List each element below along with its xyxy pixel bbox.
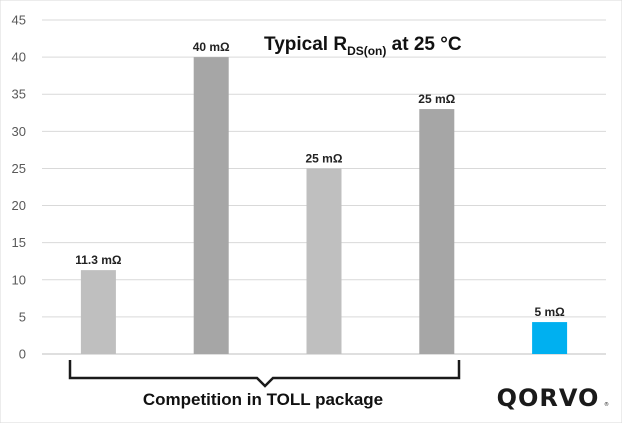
y-tick-label: 0 [19,347,26,362]
bar-2 [193,57,229,354]
data-label-5: 5 mΩ [534,305,565,319]
bar-1 [80,270,116,354]
chart-title: Typical RDS(on) at 25 °C [264,34,462,58]
bar-5 [532,322,568,354]
y-tick-label: 35 [12,87,26,102]
y-tick-label: 40 [12,50,26,65]
bar-4 [419,109,455,354]
data-labels: 11.3 mΩ 40 mΩ 25 mΩ 25 mΩ 5 mΩ [75,40,565,319]
y-tick-label: 10 [12,272,26,287]
chart-title-suffix: at 25 °C [386,34,461,55]
qorvo-logo-wordmark: QORVO [497,384,600,412]
competition-bracket [68,360,461,388]
y-tick-label: 25 [12,161,26,176]
y-tick-label: 15 [12,235,26,250]
bracket-label: Competition in TOLL package [143,390,383,409]
bars [80,57,568,354]
qorvo-logo: QORVO ® [497,384,609,412]
bar-3 [306,168,342,354]
y-tick-label: 45 [12,13,26,28]
data-label-3: 25 mΩ [306,151,343,165]
chart-title-prefix: Typical R [264,34,347,55]
chart-title-subscript: DS(on) [347,44,386,58]
y-tick-label: 5 [19,309,26,324]
data-label-1: 11.3 mΩ [75,253,122,267]
data-label-4: 25 mΩ [418,92,455,106]
y-tick-label: 20 [12,198,26,213]
data-label-2: 40 mΩ [193,40,230,54]
y-tick-label: 30 [12,124,26,139]
y-axis-tick-labels: 0 5 10 15 20 25 30 35 40 45 [12,13,26,362]
registered-trademark-mark: ® [604,401,609,408]
